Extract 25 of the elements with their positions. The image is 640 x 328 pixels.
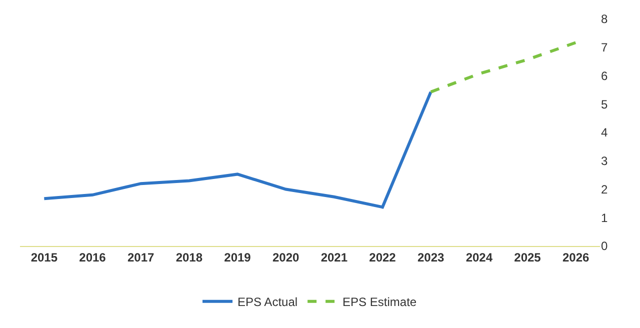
x-tick-label: 2024 [466,250,493,264]
y-tick-label: 2 [601,182,608,196]
x-tick-label: 2026 [562,250,590,264]
x-tick-label: 2017 [127,250,154,264]
y-tick-label: 7 [601,40,608,55]
legend-label: EPS Estimate [342,295,417,310]
x-tick-label: 2025 [514,250,542,264]
x-tick-label: 2015 [30,250,58,264]
y-tick-label: 1 [601,210,608,225]
x-tick-label: 2021 [320,250,348,264]
legend-label: EPS Actual [238,295,298,310]
x-tick-label: 2019 [224,250,252,264]
y-tick-label: 0 [601,239,608,254]
y-tick-label: 3 [601,154,608,168]
y-tick-label: 4 [601,126,608,140]
x-tick-label: 2020 [272,250,300,264]
x-tick-label: 2022 [369,250,396,264]
line-series [42,90,432,209]
line-series [429,41,578,94]
x-tick-label: 2023 [417,250,444,264]
y-tick-label: 6 [601,68,608,83]
y-tick-label: 5 [601,97,608,112]
x-tick-label: 2018 [176,250,203,264]
y-tick-label: 8 [601,12,608,26]
x-tick-label: 2016 [79,250,106,264]
